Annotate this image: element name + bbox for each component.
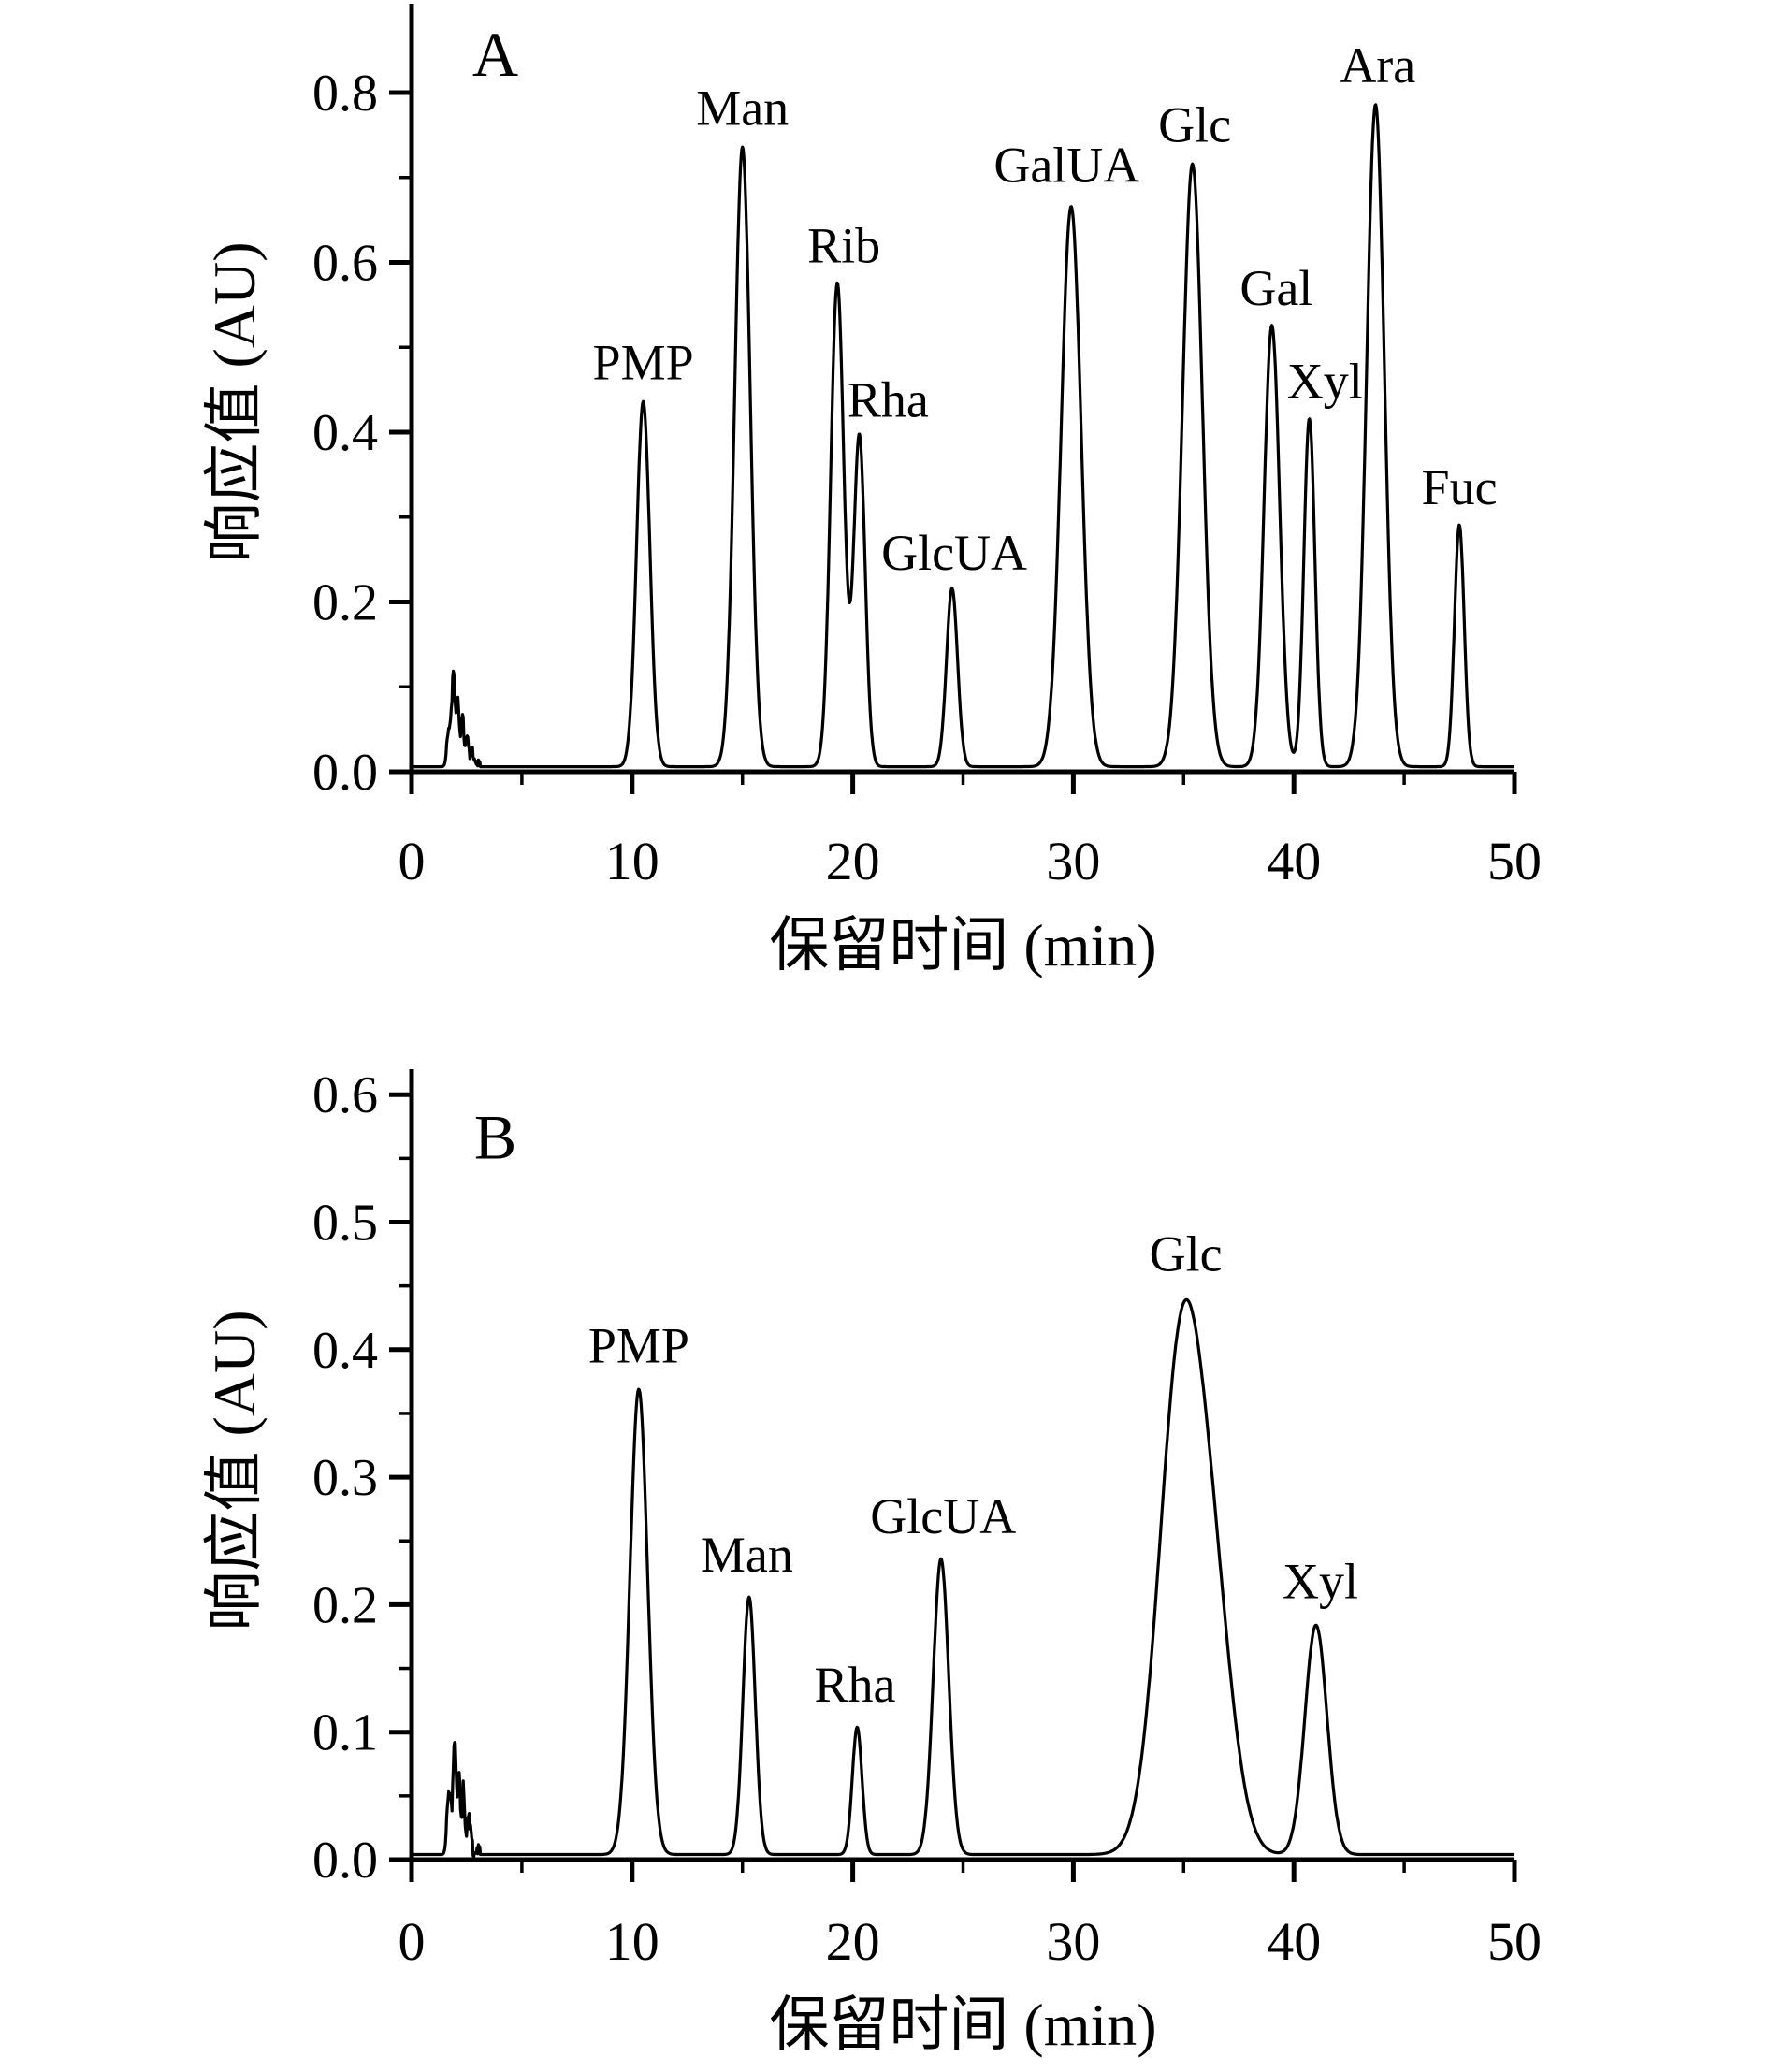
x-axis-title: 保留时间 (min): [769, 1992, 1156, 2058]
y-tick-label: 0.0: [312, 744, 378, 802]
y-tick-label: 0.5: [312, 1195, 378, 1253]
chromatogram-trace: [411, 1297, 1515, 1859]
x-axis-title: 保留时间 (min): [769, 912, 1156, 978]
x-tick-label: 0: [399, 1911, 426, 1972]
panel-A: 0 10 20 30 40 50 0.0 0.2 0.4 0.6 0.8 保留时间 (min) 响应值 …: [201, 4, 1542, 978]
x-tick-label: 40: [1267, 831, 1321, 891]
y-axis-title: 响应值 (AU): [201, 241, 268, 562]
y-tick-label: 0.6: [312, 235, 378, 293]
y-tick-label: 0.3: [312, 1449, 378, 1507]
peak-label: Xyl: [1283, 1554, 1358, 1610]
peak-label: Glc: [1158, 97, 1231, 153]
y-tick-label: 0.6: [312, 1066, 378, 1124]
peak-label: Rha: [814, 1657, 895, 1713]
peak-label: GalUA: [993, 137, 1139, 193]
peak-label: GlcUA: [881, 525, 1027, 581]
peak-label: GlcUA: [870, 1488, 1016, 1544]
x-tick-label: 10: [605, 831, 659, 891]
y-tick-label: 0.8: [312, 65, 378, 123]
peak-label: Fuc: [1422, 459, 1498, 515]
peak-label: Rha: [848, 372, 929, 428]
peak-label: Glc: [1150, 1225, 1223, 1282]
x-tick-label: 0: [399, 831, 426, 891]
peak-label: Xyl: [1287, 354, 1363, 410]
panel-letter: A: [472, 19, 518, 90]
y-tick-label: 0.1: [312, 1704, 378, 1762]
y-tick-label: 0.4: [312, 404, 378, 462]
x-tick-label: 40: [1267, 1911, 1321, 1972]
x-tick-label: 50: [1487, 831, 1542, 891]
peak-label: Man: [701, 1527, 793, 1583]
x-tick-label: 10: [605, 1911, 659, 1972]
peak-label: PMP: [593, 335, 694, 391]
y-tick-label: 0.4: [312, 1322, 378, 1380]
y-tick-label: 0.2: [312, 574, 378, 632]
peak-label: Rib: [807, 218, 880, 274]
peak-label: Gal: [1239, 260, 1312, 316]
peak-label: PMP: [588, 1317, 689, 1373]
x-tick-label: 20: [826, 831, 880, 891]
x-tick-label: 30: [1046, 831, 1100, 891]
x-tick-label: 50: [1487, 1911, 1542, 1972]
chromatogram-trace: [411, 103, 1515, 769]
x-tick-label: 30: [1046, 1911, 1100, 1972]
y-axis-title: 响应值 (AU): [201, 1310, 268, 1630]
panel-letter: B: [474, 1101, 516, 1172]
y-tick-label: 0.2: [312, 1576, 378, 1634]
x-tick-label: 20: [826, 1911, 880, 1972]
panel-B: 0 10 20 30 40 50 0.0 0.1 0.2 0.3 0.4 0.5 0.6 保留时间 (mi…: [201, 1066, 1542, 2058]
y-tick-label: 0.0: [312, 1832, 378, 1890]
peak-label: Man: [696, 80, 789, 136]
peak-label: Ara: [1340, 37, 1415, 94]
